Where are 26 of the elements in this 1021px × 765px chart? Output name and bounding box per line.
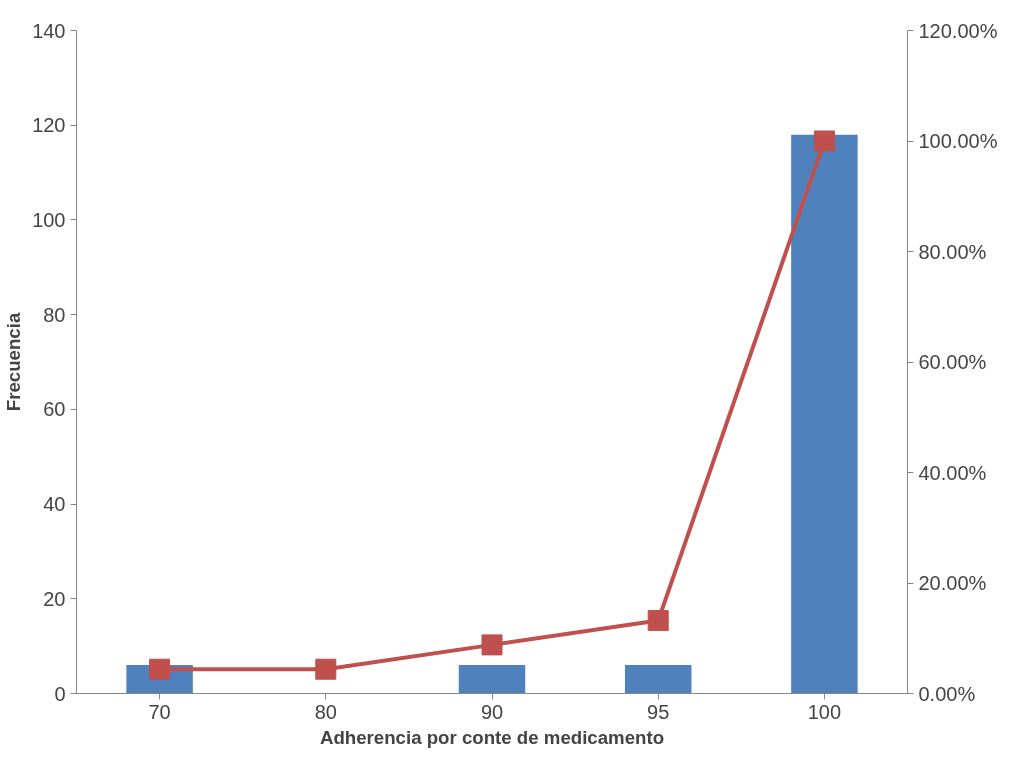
y2-tick-label: 0.00% [918,682,976,705]
y-tick-label: 140 [32,19,66,42]
x-tick-label: 95 [647,700,670,723]
y-tick-label: 60 [43,398,66,421]
x-tick-label: 70 [148,700,171,723]
x-tick-label: 80 [314,700,337,723]
y2-tick-label: 80.00% [918,240,987,263]
point [813,130,835,152]
y2-tick-label: 120.00% [918,19,998,42]
y-axis-title: Frecuencia [3,312,25,412]
x-axis-title: Adherencia por conte de medicamento [319,726,665,748]
point [481,634,503,656]
y2-tick-label: 20.00% [918,572,987,594]
y-tick-label: 20 [43,587,66,610]
y-tick-label: 80 [43,303,66,326]
x-tick-label: 90 [480,700,504,723]
point [315,658,337,680]
y2-tick-label: 40.00% [918,461,987,484]
y2-tick-label: 100.00% [918,130,998,152]
y-tick-label: 0 [54,682,66,705]
point [647,610,669,632]
y2-tick-label: 60.00% [918,351,987,373]
y-tick-label: 120 [32,114,66,137]
x-tick-label: 100 [807,700,842,723]
y-tick-label: 100 [32,208,66,231]
y-tick-label: 40 [43,493,66,516]
